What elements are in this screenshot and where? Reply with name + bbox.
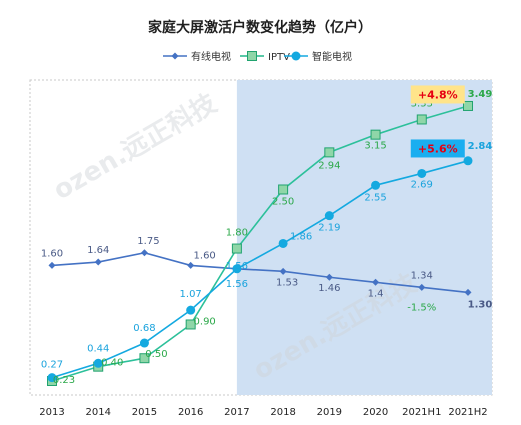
- data-point: [371, 180, 381, 190]
- data-label: 0.90: [194, 316, 216, 327]
- data-label: 1.53: [276, 277, 298, 288]
- legend-marker: [291, 51, 301, 61]
- data-label: 0.50: [145, 349, 167, 360]
- data-point: [186, 305, 196, 315]
- x-tick-label: 2014: [85, 407, 110, 418]
- data-label: 1.80: [226, 228, 248, 239]
- data-label: 3.33: [411, 98, 433, 109]
- data-label: 1.56: [226, 279, 248, 290]
- data-point: [139, 338, 149, 348]
- data-point: [187, 261, 195, 269]
- series-line-有线电视: [51, 251, 469, 294]
- data-label: 1.34: [411, 270, 433, 281]
- data-point: [279, 267, 287, 275]
- data-point: [231, 243, 242, 254]
- data-label: 1.30: [468, 299, 493, 310]
- data-label: 1.60: [194, 250, 216, 261]
- data-label: 2.50: [272, 196, 294, 207]
- data-point: [93, 358, 103, 368]
- x-tick-label: 2017: [224, 407, 249, 418]
- data-label: 0.44: [87, 343, 109, 354]
- data-label: 1.86: [290, 231, 312, 242]
- data-point: [324, 147, 335, 158]
- annotation-text: -1.5%: [407, 302, 436, 313]
- data-label: 1.64: [87, 245, 109, 256]
- x-tick-label: 2016: [178, 407, 203, 418]
- series-line-IPTV: [51, 105, 469, 382]
- x-axis: 2013 2014 2015 2016 2017 2018 2019 2020 2021H1 20…: [39, 407, 487, 418]
- data-label: 2.94: [318, 160, 340, 171]
- legend-label: IPTV: [268, 52, 290, 63]
- data-label: 2.19: [318, 223, 340, 234]
- legend-marker: [247, 51, 257, 61]
- data-label: 2.69: [411, 179, 433, 190]
- data-point: [463, 100, 473, 111]
- x-tick-label: 2018: [270, 407, 295, 418]
- data-label: 1.07: [180, 289, 202, 300]
- x-tick-label: 2021H2: [448, 407, 487, 418]
- annotation-badge: [410, 139, 465, 158]
- data-point: [94, 258, 102, 266]
- data-label: 2.55: [364, 192, 386, 203]
- x-tick-label: 2019: [317, 407, 342, 418]
- legend-marker: [171, 52, 179, 60]
- data-point: [278, 184, 289, 195]
- annotation-badge: [410, 85, 465, 104]
- data-point: [464, 288, 472, 296]
- data-point: [140, 249, 148, 257]
- x-tick-label: 2020: [363, 407, 388, 418]
- data-label: 3.15: [364, 141, 386, 152]
- x-tick-label: 2015: [132, 407, 157, 418]
- legend-label: 智能电视: [312, 50, 352, 63]
- watermark: ozen.远正科技: [49, 89, 223, 206]
- data-label: 1.75: [137, 236, 159, 247]
- data-point: [324, 211, 334, 221]
- data-label: 0.27: [41, 360, 63, 371]
- data-point: [325, 273, 333, 281]
- series-layer: 1.60 1.64 1.75 1.60 1.53 1.46 1.4 1.34 1.30 0.23 0…: [41, 85, 493, 386]
- data-label: 2.84: [468, 141, 493, 152]
- data-point: [417, 168, 427, 178]
- data-point: [418, 283, 426, 291]
- data-label: 0.40: [101, 358, 123, 369]
- chart-title: 家庭大屏激活户数变化趋势（亿户）: [148, 19, 372, 36]
- annotation-text: +4.8%: [418, 88, 458, 101]
- data-point: [370, 129, 381, 140]
- data-label: 1.56: [226, 261, 248, 272]
- data-label: 3.49: [468, 89, 493, 100]
- data-point: [416, 114, 427, 125]
- data-point: [278, 238, 288, 248]
- x-tick-label: 2021H1: [402, 407, 441, 418]
- data-label: 0.23: [53, 375, 75, 386]
- data-point: [232, 264, 242, 274]
- data-point: [139, 353, 150, 364]
- legend: 有线电视 IPTV 智能电视: [163, 50, 352, 63]
- data-label: 0.68: [133, 323, 155, 334]
- legend-label: 有线电视: [191, 50, 231, 63]
- data-point: [48, 261, 56, 269]
- data-point: [47, 373, 57, 383]
- data-point: [372, 278, 380, 286]
- series-line-智能电视: [51, 160, 469, 379]
- data-point: [185, 319, 196, 330]
- data-label: 1.46: [318, 283, 340, 294]
- x-tick-label: 2013: [39, 407, 64, 418]
- shaded-region: [236, 80, 492, 395]
- data-point: [463, 156, 473, 166]
- data-label: 1.4: [368, 288, 384, 299]
- annotation-text: +5.6%: [418, 142, 458, 155]
- data-label: 1.60: [41, 248, 63, 259]
